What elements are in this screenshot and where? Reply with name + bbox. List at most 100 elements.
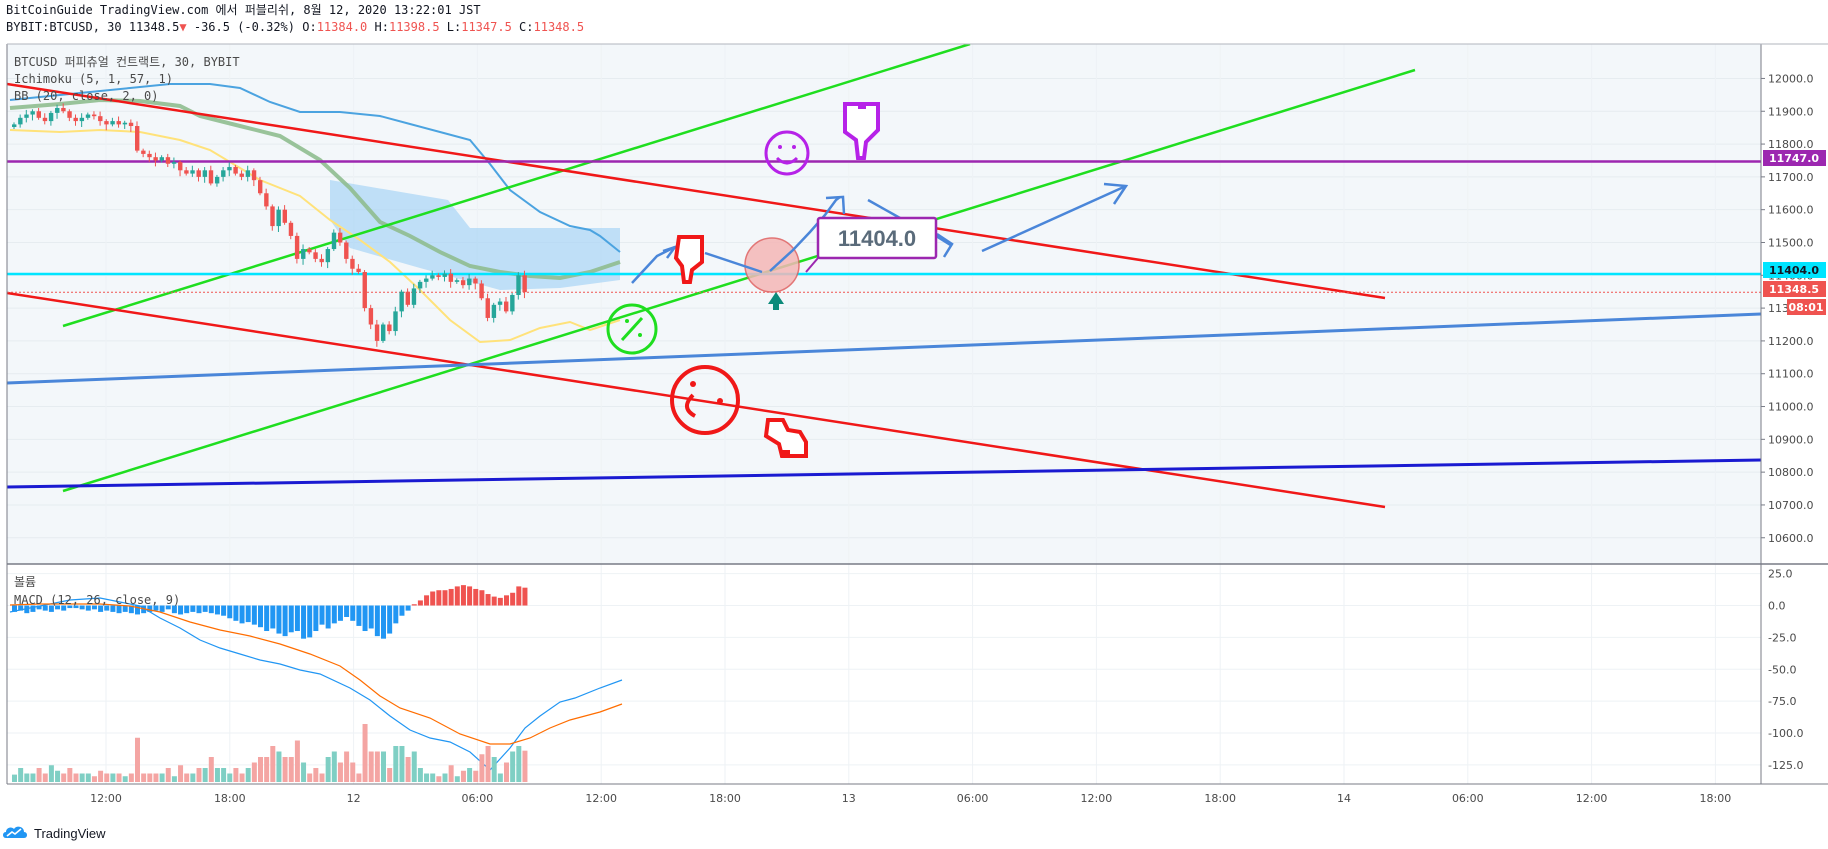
macd-histogram-bar	[178, 605, 184, 615]
red-channel-lower-line[interactable]	[7, 291, 1386, 509]
publish-line: BitCoinGuide TradingView.com 에서 퍼블리쉬, 8월…	[6, 3, 481, 17]
macd-histogram-bar	[491, 596, 497, 606]
price-tick-label: 11000.0	[1768, 401, 1814, 414]
volume-bar	[159, 773, 165, 782]
candle-body	[233, 167, 238, 174]
macd-histogram-bar	[417, 600, 423, 606]
candle-body	[147, 153, 152, 158]
candle-body	[350, 258, 355, 269]
candle-body	[178, 162, 183, 171]
candle-body	[356, 268, 361, 273]
candle-body	[264, 193, 269, 207]
macd-histogram-bar	[221, 605, 227, 616]
macd-axis[interactable]: 25.0 0.0 -25.0 -50.0 -75.0 -100.0 -125.0	[1768, 568, 1803, 772]
volume-bar	[208, 757, 214, 782]
candle-body	[270, 206, 275, 227]
volume-bar	[202, 768, 208, 782]
price-tick-label: 12000.0	[1768, 72, 1814, 85]
last-price-tag: 11348.5	[1769, 283, 1819, 296]
volume-bar	[110, 773, 116, 782]
macd-line	[9, 597, 623, 771]
volume-bar	[73, 773, 79, 782]
macd-histogram-bar	[436, 590, 442, 606]
navy-trendline[interactable]	[7, 458, 1761, 489]
candle-body	[79, 117, 85, 122]
green-channel-upper-line[interactable]	[62, 44, 971, 328]
macd-histogram-bar	[350, 605, 356, 621]
candle-body	[98, 116, 103, 122]
red-channel-upper-line[interactable]	[7, 82, 1386, 300]
macd-histogram-bar	[325, 605, 331, 629]
macd-histogram-bar	[12, 605, 17, 612]
candle-body	[91, 114, 97, 117]
volume-bar	[417, 768, 423, 782]
macd-histogram-bar	[73, 605, 79, 609]
volume-bar	[276, 751, 282, 782]
volume-bar	[12, 774, 17, 782]
volume-bar	[55, 770, 61, 782]
candle-body	[128, 122, 134, 127]
candle-body	[399, 291, 404, 312]
macd-histogram-bar	[294, 605, 300, 632]
candle-body	[374, 324, 380, 341]
macd-histogram-bar	[504, 595, 509, 606]
volume-bar	[301, 762, 307, 782]
volume-bar	[165, 768, 171, 782]
hand-pointing-down-red-icon	[673, 235, 704, 284]
macd-histogram	[12, 585, 528, 639]
blue-trendline[interactable]	[7, 312, 1761, 385]
footer-brand[interactable]: TradingView	[34, 825, 106, 841]
volume-bar	[178, 765, 184, 782]
time-tick-label: 06:00	[462, 792, 494, 805]
time-tick-label: 12:00	[1576, 792, 1608, 805]
countdown-tag: 08:01	[1788, 301, 1823, 314]
time-tick-label: 14	[1337, 792, 1351, 805]
volume-bar	[258, 757, 263, 782]
volume-bar	[233, 768, 239, 782]
time-axis[interactable]: 12:00 18:00 12 06:00 12:00 18:00 13 06:00 12:00 1…	[90, 792, 1731, 805]
macd-histogram-bar	[61, 605, 67, 611]
volume-bar	[356, 773, 362, 782]
candle-body	[288, 222, 294, 236]
candle-body	[221, 170, 226, 177]
high-value: 11398.5	[388, 20, 440, 34]
price-axis[interactable]: 12000.0 11900.0 11800.0 11700.0 11600.0 11500…	[1761, 72, 1814, 545]
macd-histogram-bar	[399, 605, 405, 616]
macd-histogram-bar	[24, 605, 30, 614]
macd-histogram-bar	[98, 605, 104, 612]
candle-body	[504, 301, 509, 312]
volume-bar	[116, 773, 122, 782]
volume-bar	[282, 757, 288, 782]
candle-body	[190, 170, 195, 174]
neutral-face-icon	[606, 303, 658, 355]
macd-histogram-bar	[147, 605, 153, 612]
volume-bar	[42, 773, 48, 782]
candle-body	[454, 280, 460, 282]
macd-histogram-bar	[307, 605, 313, 638]
volume-bar	[153, 773, 159, 782]
volume-bar	[36, 768, 42, 782]
macd-histogram-bar	[467, 586, 473, 606]
volume-bar	[381, 751, 386, 782]
bb-lower-line	[9, 128, 621, 344]
candle-body	[141, 150, 146, 154]
candle-body	[42, 117, 48, 122]
blue-arrow-2	[704, 251, 763, 274]
price-axis-bg	[1761, 44, 1828, 784]
volume-bar	[245, 768, 251, 782]
macd-histogram-bar	[141, 605, 147, 614]
candle-body	[67, 111, 72, 118]
volume-bar	[147, 773, 153, 782]
volume-bar	[442, 773, 448, 782]
macd-histogram-bar	[135, 605, 140, 615]
candle-body	[104, 121, 109, 125]
macd-histogram-bar	[448, 588, 454, 606]
macd-histogram-bar	[214, 605, 220, 615]
candle-body	[301, 249, 306, 259]
target-circle[interactable]	[744, 237, 800, 293]
price-tick-label: 11500.0	[1768, 236, 1814, 249]
price-tick-label: 11100.0	[1768, 368, 1814, 381]
price-annotation-box[interactable]	[816, 216, 938, 260]
green-channel-lower-line[interactable]	[62, 68, 1416, 493]
